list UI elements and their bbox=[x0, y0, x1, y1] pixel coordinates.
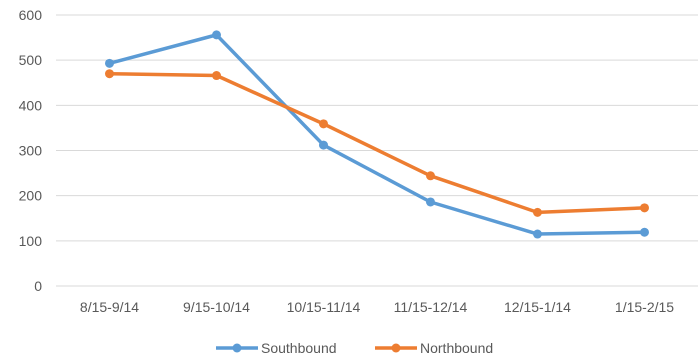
data-point bbox=[319, 119, 328, 129]
legend-label: Southbound bbox=[261, 340, 337, 356]
data-point bbox=[212, 30, 221, 40]
data-point bbox=[640, 227, 649, 237]
data-point bbox=[640, 203, 649, 213]
x-tick-label: 11/15-12/14 bbox=[394, 299, 468, 315]
series-line bbox=[107, 71, 647, 215]
x-axis: 8/15-9/14 9/15-10/14 10/15-11/14 11/15-12/1… bbox=[80, 299, 674, 315]
series-northbound bbox=[105, 69, 649, 217]
y-axis: 0 100 200 300 400 500 600 bbox=[19, 7, 43, 294]
x-tick-label: 10/15-11/14 bbox=[287, 299, 361, 315]
data-point bbox=[426, 197, 435, 207]
series-group bbox=[105, 30, 649, 239]
gridlines bbox=[56, 14, 698, 287]
data-point bbox=[533, 207, 542, 217]
y-tick-label: 400 bbox=[19, 97, 43, 113]
series-southbound bbox=[105, 30, 649, 239]
y-tick-label: 200 bbox=[19, 188, 43, 204]
series-line bbox=[107, 33, 647, 236]
legend-label: Northbound bbox=[420, 340, 493, 356]
x-tick-label: 9/15-10/14 bbox=[183, 299, 250, 315]
data-point bbox=[319, 140, 328, 150]
data-point bbox=[426, 171, 435, 181]
data-point bbox=[533, 229, 542, 239]
y-tick-label: 500 bbox=[19, 52, 43, 68]
y-tick-label: 600 bbox=[19, 7, 43, 23]
legend-item: Northbound bbox=[375, 340, 493, 356]
y-tick-label: 100 bbox=[19, 233, 43, 249]
data-point bbox=[212, 71, 221, 81]
legend-item: Southbound bbox=[216, 340, 337, 356]
x-tick-label: 12/15-1/14 bbox=[504, 299, 571, 315]
data-point bbox=[105, 69, 114, 79]
legend-swatch-marker bbox=[391, 343, 401, 353]
y-tick-label: 0 bbox=[34, 278, 42, 294]
legend-swatch-marker bbox=[232, 343, 242, 353]
x-tick-label: 8/15-9/14 bbox=[80, 299, 139, 315]
legend: Southbound Northbound bbox=[216, 340, 493, 356]
data-point bbox=[105, 58, 114, 68]
y-tick-label: 300 bbox=[19, 143, 43, 159]
x-tick-label: 1/15-2/15 bbox=[615, 299, 674, 315]
